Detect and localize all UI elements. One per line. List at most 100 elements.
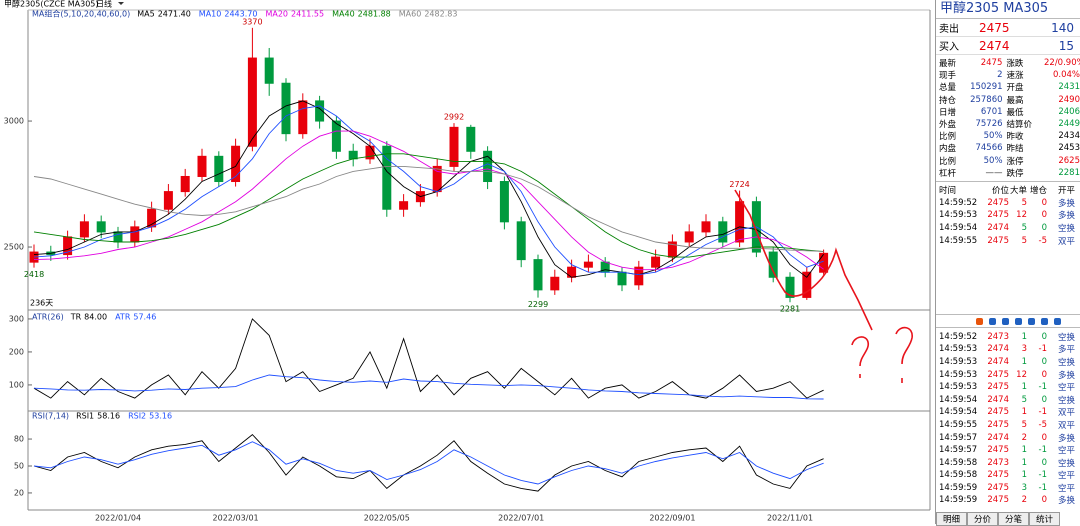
trade-row: 14:59:54 2474 5 0 空换 — [936, 222, 1080, 235]
value: 2449 — [1058, 119, 1080, 130]
cell: 2474 — [987, 222, 1009, 233]
cell: 12 — [1016, 369, 1027, 380]
value: 150291 — [970, 82, 1003, 93]
cell: -1 — [1038, 382, 1047, 393]
toolbar-icon — [1002, 317, 1009, 325]
candle-body — [382, 145, 392, 210]
candle-body — [483, 150, 493, 183]
cell: 0 — [1041, 197, 1047, 208]
candle-body — [197, 155, 207, 177]
cell: 2474 — [987, 344, 1009, 355]
trade-row: 14:59:53 2475 1 -1 空平 — [936, 381, 1080, 394]
period-label: 236天 — [30, 299, 53, 308]
cell: 2475 — [987, 369, 1009, 380]
cell: 14:59:52 — [939, 331, 978, 342]
candle-body — [785, 276, 795, 298]
legend-text: ATR(26) — [32, 313, 64, 322]
cell: -1 — [1038, 407, 1047, 418]
cell: 空平 — [1057, 471, 1075, 482]
candle-body — [466, 126, 476, 152]
trade-row: 14:59:52 2475 5 0 多换 — [936, 196, 1080, 209]
y-tick-label: 300 — [9, 314, 24, 323]
stat-row: 内盘 74566 昨结 2453 — [936, 142, 1080, 154]
value: 22/0.90% — [1044, 58, 1080, 69]
candle-body — [281, 82, 291, 135]
candle-body — [264, 57, 274, 84]
big-trades: 14:59:52 2475 5 0 多换 14:59:53 2475 12 0 多换 14:59:5… — [936, 196, 1080, 316]
cell: 空换 — [1057, 332, 1075, 343]
trade-row: 14:59:57 2474 2 0 多换 — [936, 431, 1080, 444]
candle-body — [180, 175, 190, 193]
cell: 14:59:55 — [939, 235, 978, 246]
stat-row: 日增 6701 最低 2406 — [936, 106, 1080, 118]
series-line — [33, 100, 824, 278]
cell: 14:59:58 — [939, 457, 978, 468]
cell: 0 — [1041, 369, 1047, 380]
label: 开盘 — [1006, 83, 1024, 94]
low-label: 2281 — [780, 305, 800, 314]
toolbar-icon — [1041, 317, 1048, 325]
cell: 14:59:57 — [939, 432, 978, 443]
trades-header: 时间 价位 大单 增仓 开平 — [936, 184, 1080, 197]
low-label: 2418 — [24, 270, 44, 279]
value: 257860 — [970, 94, 1003, 105]
label: 速涨 — [1006, 71, 1024, 82]
price: 2474 — [979, 38, 1010, 53]
legend-text: 2481.88 — [358, 10, 391, 19]
cell: -1 — [1038, 344, 1047, 355]
legend-text: 2471.40 — [158, 10, 191, 19]
cell: 14:59:54 — [939, 407, 978, 418]
y-tick-label: 80 — [14, 435, 24, 444]
cell: 2 — [1021, 495, 1027, 506]
cell: 1 — [1021, 356, 1027, 367]
hand-drawn-curve — [734, 189, 873, 331]
label: 昨结 — [1006, 144, 1024, 155]
chart-area: 甲醇2305(CZCE MA305) 日线 2500 3000 MA组合(5,10,… — [4, 0, 931, 523]
y-tick-label: 50 — [14, 461, 24, 470]
label: 内盘 — [939, 144, 957, 155]
value: 2431 — [1058, 82, 1080, 93]
label: 最低 — [1006, 107, 1024, 118]
cell: 1 — [1021, 457, 1027, 468]
cell: 1 — [1021, 470, 1027, 481]
hand-drawn-question — [851, 336, 870, 378]
legend-text: 2443.70 — [224, 10, 257, 19]
label: 持仓 — [939, 95, 957, 106]
trade-row: 14:59:55 2475 5 -5 双平 — [936, 419, 1080, 432]
high-label: 2724 — [729, 180, 749, 189]
toolbar-icon — [1028, 317, 1035, 325]
cell: 14:59:59 — [939, 482, 978, 493]
toolbar — [936, 315, 1080, 329]
cell: 3 — [1021, 482, 1027, 493]
toolbar-icon[interactable] — [976, 317, 983, 325]
stat-row: 杠杆 —— 跌停 2281 — [936, 167, 1080, 179]
high-label: 2992 — [444, 113, 464, 122]
trade-row: 14:59:59 2475 2 0 多换 — [936, 494, 1080, 507]
cell: 5 — [1021, 197, 1027, 208]
toolbar-icon — [989, 317, 996, 325]
hand-drawn-question — [895, 326, 913, 383]
series-line — [33, 374, 824, 400]
label: 最新 — [939, 59, 957, 70]
cell: 0 — [1041, 394, 1047, 405]
period[interactable]: 日线 — [96, 0, 112, 9]
legend-text: RSI1 — [76, 412, 94, 421]
value: 50% — [983, 131, 1003, 142]
series-line — [33, 153, 824, 258]
legend-text: RSI(7,14) — [32, 412, 69, 421]
trade-row: 14:59:53 2474 3 -1 多平 — [936, 343, 1080, 356]
cell: 2475 — [987, 235, 1009, 246]
candle-body — [79, 221, 89, 238]
candle-body — [819, 252, 829, 273]
x-tick-label: 2022/11/01 — [767, 514, 813, 523]
dropdown-arrow[interactable] — [118, 2, 124, 5]
cell: 5 — [1021, 394, 1027, 405]
series-line — [33, 441, 824, 485]
cell: 14:59:53 — [939, 210, 978, 221]
value: 2434 — [1058, 131, 1080, 142]
symbol-title: 甲醇2305(CZCE MA305) — [4, 0, 99, 9]
cell: 0 — [1041, 356, 1047, 367]
trade-row: 14:59:58 2475 1 -1 空平 — [936, 469, 1080, 482]
series-line — [33, 165, 824, 252]
